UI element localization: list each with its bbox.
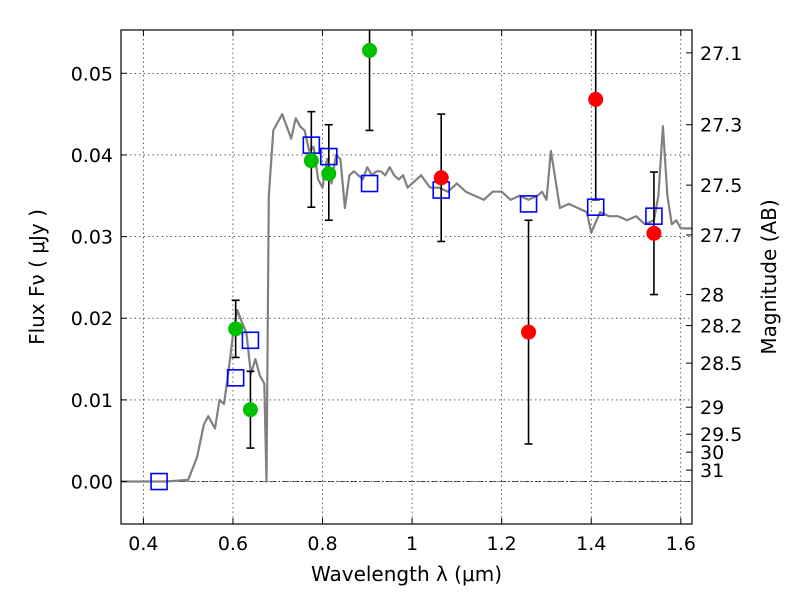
y2-tick-label: 27.1 <box>700 43 742 65</box>
y2-tick-label: 28.5 <box>700 353 742 375</box>
observed-flux-point-red <box>433 170 449 186</box>
y2-tick-label: 30 <box>700 442 724 464</box>
y2-tick-label: 27.5 <box>700 175 742 197</box>
tick-labels: 0.4 0.6 0.8 1 1.2 1.4 1.6 0.00 0.01 0.02 0.03 0.04 0… <box>71 43 743 555</box>
model-band-flux-square <box>360 174 379 193</box>
model-band-flux-square <box>150 472 168 491</box>
y-tick-label: 0.02 <box>71 308 113 330</box>
x-tick-label: 1.2 <box>487 533 517 555</box>
observed-flux-point-red <box>588 91 604 107</box>
model-spectrum-group <box>121 112 692 483</box>
y2-tick-label: 29 <box>700 397 724 419</box>
y2-tick-label: 27.3 <box>700 115 742 137</box>
plot-area <box>121 30 692 491</box>
model-band-flux-square <box>302 136 321 154</box>
model-band-flux-group <box>150 136 663 491</box>
y2-tick-label: 27.7 <box>700 225 742 247</box>
observed-flux-point-green <box>242 402 258 418</box>
y-axis-label: Flux Fν ( μJy ) <box>25 209 49 345</box>
y2-tick-label: 31 <box>700 460 724 482</box>
observed-flux-group <box>228 42 662 418</box>
observed-flux-point-red <box>521 324 537 340</box>
observed-flux-point-red <box>646 225 662 241</box>
y2-axis-label: Magnitude (AB) <box>757 199 781 354</box>
model-spectrum-line <box>121 112 692 483</box>
model-band-flux-square <box>519 195 538 213</box>
y-tick-label: 0.05 <box>71 63 113 85</box>
x-tick-label: 0.6 <box>218 533 248 555</box>
x-tick-label: 1.6 <box>666 533 696 555</box>
x-tick-label: 1 <box>406 533 418 555</box>
y-tick-label: 0.03 <box>71 227 113 249</box>
y-tick-label: 0.01 <box>71 390 113 412</box>
observed-flux-point-green <box>321 166 337 182</box>
axis-ticks <box>121 30 692 524</box>
y2-tick-label: 29.5 <box>700 424 742 446</box>
x-tick-label: 1.4 <box>576 533 606 555</box>
x-tick-label: 0.4 <box>128 533 158 555</box>
model-band-flux-square <box>319 147 338 166</box>
model-band-flux-square <box>586 198 605 216</box>
y2-tick-label: 28 <box>700 285 724 307</box>
model-band-flux-square <box>241 331 260 350</box>
y-tick-label: 0.00 <box>71 472 113 494</box>
y-tick-label: 0.04 <box>71 145 113 167</box>
observed-flux-point-green <box>362 42 378 58</box>
plot-frame <box>120 29 693 525</box>
model-band-flux-square <box>645 207 663 225</box>
model-band-flux-square <box>226 369 245 387</box>
x-tick-label: 0.8 <box>307 533 337 555</box>
observed-flux-point-green <box>228 321 244 337</box>
x-axis-label: Wavelength λ (μm) <box>311 562 502 586</box>
y2-tick-label: 28.2 <box>700 316 742 338</box>
observed-flux-point-green <box>303 153 319 169</box>
